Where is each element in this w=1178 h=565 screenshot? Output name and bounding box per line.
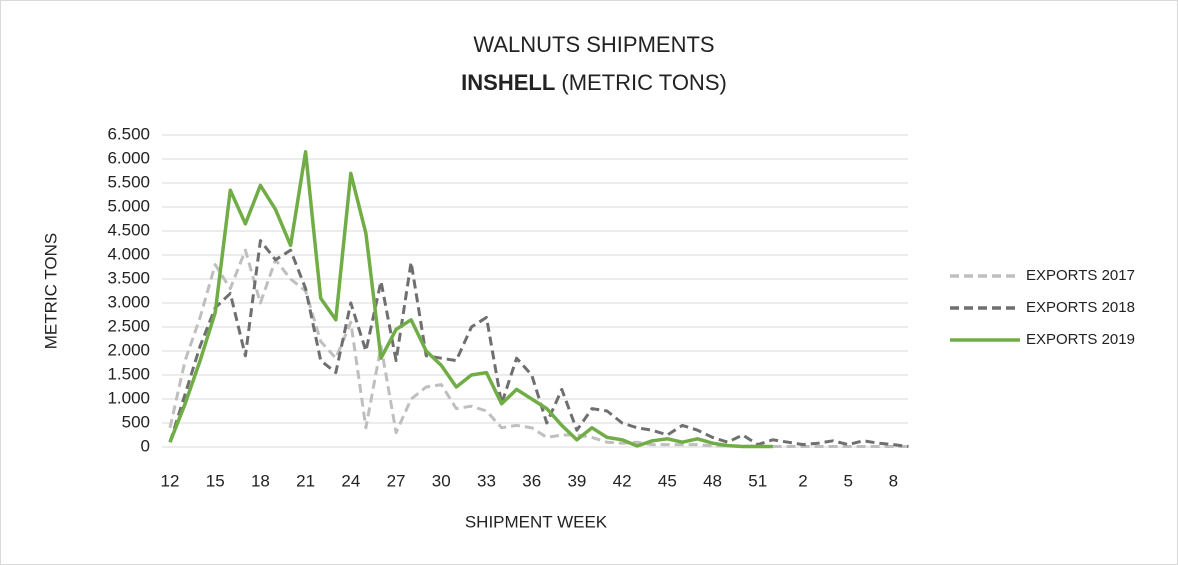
x-tick-label: 33 xyxy=(477,471,496,490)
x-tick-label: 21 xyxy=(296,471,315,490)
x-tick-label: 42 xyxy=(613,471,632,490)
y-tick-label: 1.500 xyxy=(107,364,150,383)
legend-label: EXPORTS 2017 xyxy=(1026,267,1135,284)
legend-label: EXPORTS 2018 xyxy=(1026,299,1135,316)
x-tick-label: 27 xyxy=(387,471,406,490)
series-line xyxy=(168,248,909,448)
y-tick-label: 5.000 xyxy=(107,196,150,215)
x-tick-label: 12 xyxy=(161,471,180,490)
x-tick-label: 45 xyxy=(658,471,677,490)
x-tick-label: 5 xyxy=(843,471,852,490)
x-tick-label: 51 xyxy=(748,471,767,490)
x-axis-label: SHIPMENT WEEK xyxy=(465,512,608,531)
x-tick-label: 36 xyxy=(522,471,541,490)
x-tick-label: 15 xyxy=(206,471,225,490)
x-tick-label: 48 xyxy=(703,471,722,490)
y-tick-label: 500 xyxy=(122,412,150,431)
legend-label: EXPORTS 2019 xyxy=(1026,331,1135,348)
x-tick-label: 30 xyxy=(432,471,451,490)
y-tick-label: 0 xyxy=(141,436,150,455)
y-tick-label: 3.000 xyxy=(107,292,150,311)
y-tick-label: 2.000 xyxy=(107,340,150,359)
y-tick-label: 1.000 xyxy=(107,388,150,407)
y-tick-label: 3.500 xyxy=(107,268,150,287)
x-tick-label: 8 xyxy=(889,471,898,490)
y-axis-label: METRIC TONS xyxy=(41,233,60,350)
series-line xyxy=(168,150,773,449)
chart-subtitle: INSHELL (METRIC TONS) xyxy=(461,70,727,95)
y-tick-label: 4.500 xyxy=(107,220,150,239)
x-tick-label: 2 xyxy=(798,471,807,490)
y-tick-label: 2.500 xyxy=(107,316,150,335)
x-tick-label: 18 xyxy=(251,471,270,490)
subtitle-bold: INSHELL xyxy=(461,70,555,95)
y-tick-label: 6.500 xyxy=(107,124,150,143)
x-tick-label: 24 xyxy=(341,471,360,490)
series-line xyxy=(168,239,909,448)
y-tick-label: 6.000 xyxy=(107,148,150,167)
x-tick-label: 39 xyxy=(567,471,586,490)
subtitle-rest: (METRIC TONS) xyxy=(561,70,726,95)
chart-title: WALNUTS SHIPMENTS xyxy=(473,32,714,57)
y-tick-label: 5.500 xyxy=(107,172,150,191)
y-tick-label: 4.000 xyxy=(107,244,150,263)
